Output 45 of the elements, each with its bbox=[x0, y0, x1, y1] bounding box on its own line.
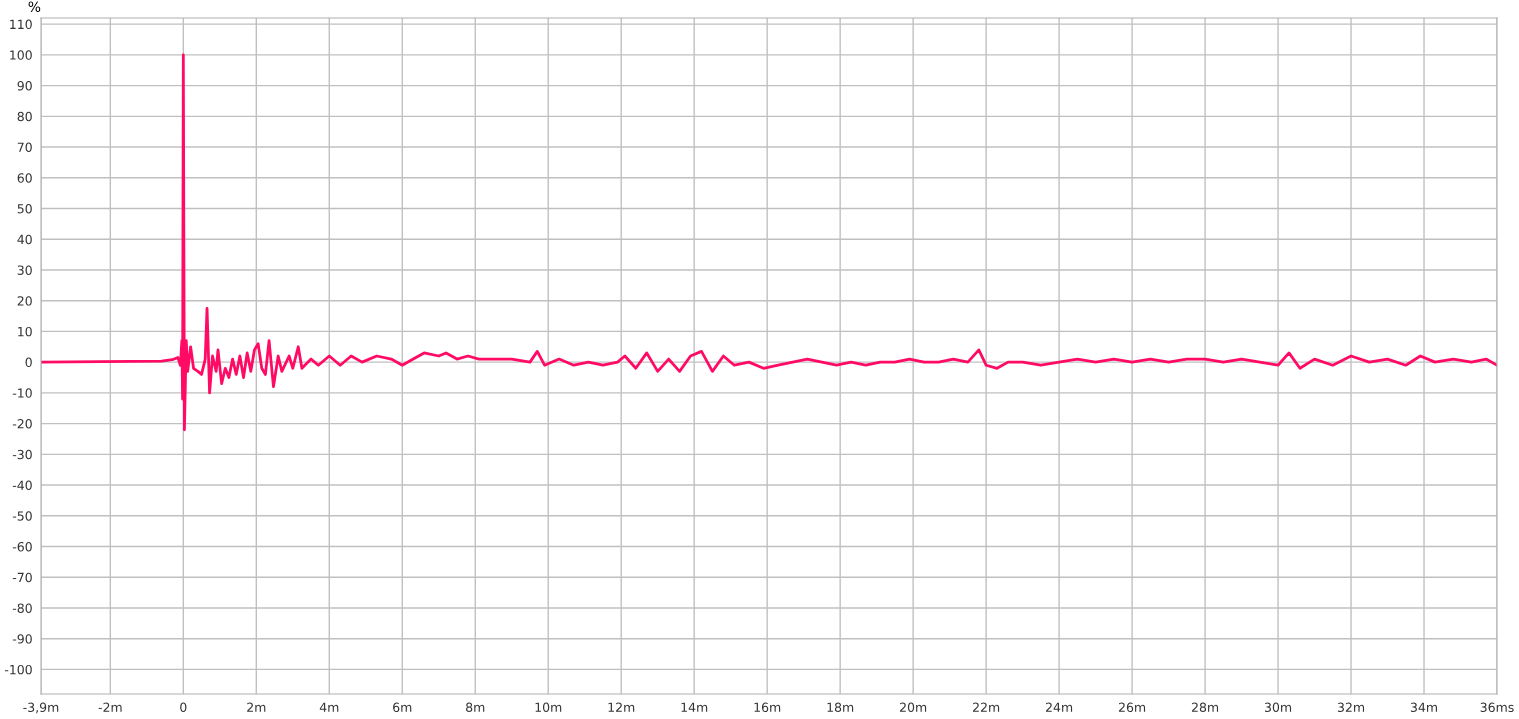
x-tick-label: 18m bbox=[827, 702, 854, 713]
y-tick-label: 50 bbox=[17, 203, 32, 214]
y-tick-label: -60 bbox=[12, 541, 32, 552]
y-tick-label: 110 bbox=[10, 19, 32, 30]
x-tick-label: 24m bbox=[1045, 702, 1073, 712]
x-tick-label: 16m bbox=[754, 702, 781, 713]
x-tick-label: 26m bbox=[1118, 702, 1146, 713]
y-tick-label: -90 bbox=[12, 634, 32, 644]
x-tick-label: 8m bbox=[466, 702, 485, 713]
x-tick-label: 30m bbox=[1264, 702, 1292, 713]
y-tick-label: 20 bbox=[17, 296, 32, 306]
y-tick-label: 80 bbox=[17, 111, 32, 122]
x-tick-label: 32m bbox=[1337, 702, 1365, 713]
y-axis-title: % bbox=[28, 1, 41, 12]
y-tick-label: 70 bbox=[17, 142, 32, 152]
y-tick-label: -10 bbox=[12, 388, 32, 398]
x-tick-label: 28m bbox=[1191, 702, 1219, 713]
line-series bbox=[41, 53, 1497, 432]
y-tick-label: 10 bbox=[18, 326, 32, 337]
y-tick-label: 0 bbox=[25, 357, 32, 368]
y-tick-label: -70 bbox=[12, 572, 32, 583]
y-tick-label: 60 bbox=[17, 173, 32, 183]
x-tick-label: -2m bbox=[98, 702, 122, 712]
y-tick-label: -40 bbox=[12, 480, 32, 490]
x-tick-label: 4m bbox=[319, 702, 339, 712]
x-tick-label: 6m bbox=[393, 702, 412, 713]
x-tick-label: 34m bbox=[1410, 702, 1437, 713]
y-tick-label: 100 bbox=[10, 50, 32, 60]
y-tick-label: -20 bbox=[12, 419, 32, 429]
x-tick-label: 14m bbox=[681, 702, 708, 712]
x-tick-label: 20m bbox=[900, 702, 927, 713]
x-tick-label: 2m bbox=[247, 702, 266, 712]
y-tick-label: 30 bbox=[17, 265, 32, 275]
y-tick-label: -50 bbox=[12, 511, 32, 521]
y-tick-label: -100 bbox=[4, 664, 32, 675]
x-tick-label: -3,9m bbox=[23, 702, 59, 714]
x-tick-label: 12m bbox=[608, 702, 635, 712]
y-tick-label: -30 bbox=[12, 449, 32, 460]
x-tick-label: 36ms bbox=[1480, 702, 1514, 713]
x-tick-label: 0 bbox=[180, 702, 187, 713]
x-tick-label: 10m bbox=[535, 702, 562, 713]
y-tick-label: 40 bbox=[17, 234, 32, 245]
y-tick-label: -80 bbox=[12, 603, 32, 613]
x-tick-label: 22m bbox=[973, 702, 1000, 712]
y-tick-label: 90 bbox=[17, 81, 32, 91]
